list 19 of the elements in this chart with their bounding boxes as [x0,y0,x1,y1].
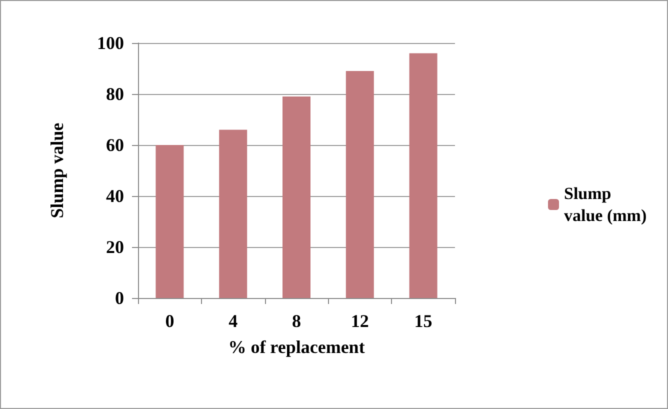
y-tick-label: 60 [106,135,124,155]
y-tick-label: 20 [106,237,124,257]
x-tick-label: 15 [414,311,432,331]
y-tick-label: 100 [97,33,124,53]
bar [156,145,184,298]
x-tick-label: 12 [350,311,369,331]
y-tick-label: 40 [106,186,124,206]
y-tick-label: 80 [106,84,124,104]
x-tick-label: 8 [292,311,301,331]
x-tick-label: 4 [228,311,238,331]
bar [219,130,248,298]
bar [282,96,310,298]
bar [409,53,438,298]
y-tick-label: 0 [115,288,124,308]
bar [346,71,374,298]
legend-label: Slump value (mm) [564,184,647,225]
x-axis-title: % of replacement [228,337,365,357]
y-axis-title: Slump value [47,122,67,218]
x-tick-label: 0 [165,311,174,331]
